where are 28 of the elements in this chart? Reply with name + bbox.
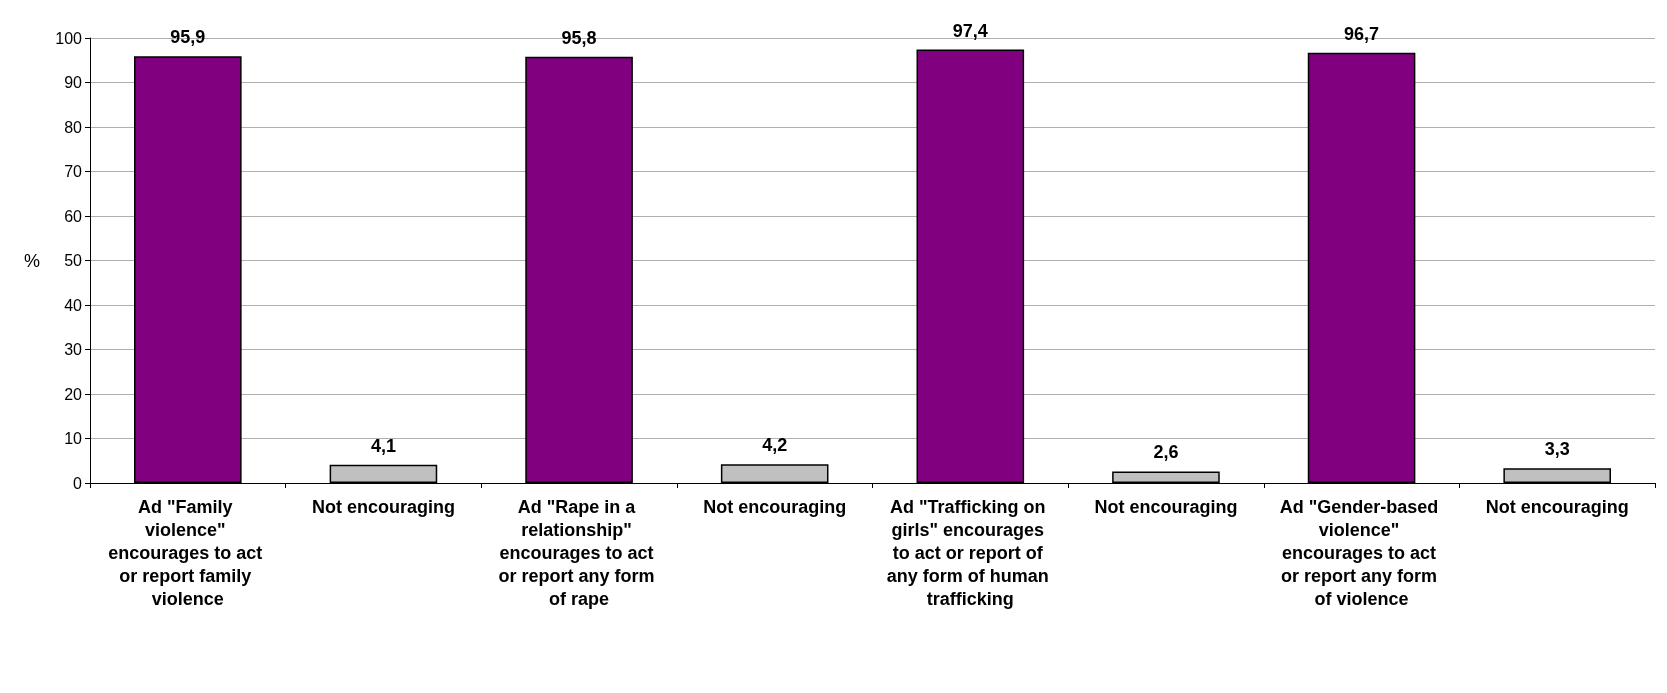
x-tick-label: Not encouraging — [1094, 496, 1238, 517]
x-tick-label: Ad "Gender-based violence" encourages to act or report any form of violence — [1279, 496, 1444, 609]
x-tick-label: Not encouraging — [1485, 496, 1629, 517]
y-tick-label: 40 — [64, 296, 83, 314]
data-label: 95,9 — [170, 27, 206, 48]
data-label: 95,8 — [561, 27, 597, 48]
y-tick-label: 60 — [64, 207, 83, 225]
x-tick-label: Not encouraging — [311, 496, 455, 517]
y-tick-label: 30 — [64, 341, 83, 358]
y-tick-label: 90 — [64, 74, 83, 91]
x-tick-label: Ad "Family violence" encourages to act or report family violence — [108, 496, 268, 609]
data-label: 4,2 — [762, 435, 788, 456]
y-tick-label: 80 — [64, 118, 83, 136]
y-tick-label: 10 — [64, 430, 83, 447]
data-label: 2,6 — [1153, 442, 1179, 463]
y-tick-label: 100 — [55, 29, 83, 47]
data-label: 96,7 — [1344, 23, 1380, 44]
y-tick-label: 20 — [64, 385, 83, 403]
x-tick-label: Ad "Trafficking on girls" encourages to act or report of any form of human trafficking — [886, 496, 1054, 609]
x-tick-label: Ad "Rape in a relationship" encourages to act or report any form of rape — [498, 496, 660, 609]
y-tick-label: 50 — [64, 252, 83, 269]
y-tick-label: 70 — [64, 163, 83, 180]
data-label: 97,4 — [952, 20, 988, 41]
y-tick-label: 0 — [73, 474, 83, 492]
data-label: 4,1 — [370, 435, 396, 456]
y-axis-title: % — [23, 250, 40, 271]
data-label: 3,3 — [1544, 439, 1570, 460]
x-tick-label: Not encouraging — [703, 496, 847, 517]
